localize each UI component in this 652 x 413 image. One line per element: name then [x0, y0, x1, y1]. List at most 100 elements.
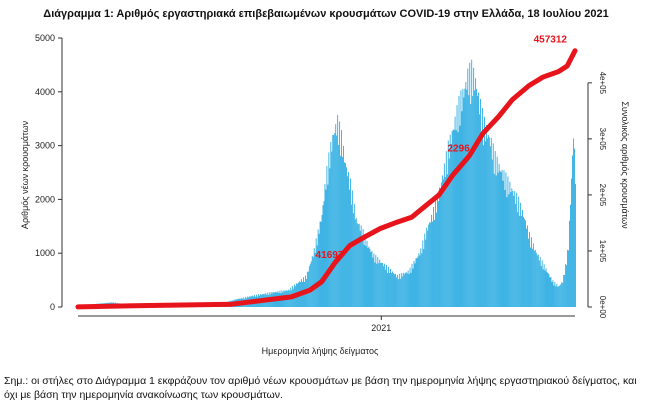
bar: [327, 184, 329, 307]
bar: [436, 212, 437, 307]
bar: [354, 219, 356, 307]
bar: [429, 222, 431, 307]
right-tick-label: 4e+05: [598, 72, 607, 95]
bar: [331, 151, 333, 307]
bar: [383, 266, 385, 307]
bar: [485, 125, 487, 307]
bar: [444, 176, 446, 307]
bar: [534, 249, 536, 307]
bar: [388, 266, 389, 307]
x-axis-label: Ημερομηνία λήψης δείγματος: [262, 346, 379, 356]
bar: [387, 273, 388, 307]
bar: [421, 253, 423, 307]
bar: [529, 231, 530, 307]
bar: [531, 248, 533, 307]
bar: [475, 78, 477, 307]
bar: [410, 272, 412, 307]
bar: [397, 279, 399, 307]
bar: [484, 141, 486, 307]
bar: [332, 135, 334, 307]
bar: [345, 163, 346, 307]
bar: [545, 268, 547, 307]
bar: [438, 201, 439, 307]
bar: [574, 148, 575, 307]
bar: [495, 175, 497, 307]
bar: [320, 221, 322, 307]
bar: [315, 238, 317, 307]
bar: [413, 260, 415, 307]
bar: [472, 96, 474, 307]
bar: [517, 212, 519, 307]
bar: [464, 88, 466, 307]
bar: [489, 146, 491, 307]
bar: [506, 197, 508, 307]
bar: [452, 129, 454, 307]
bar: [417, 256, 419, 307]
bar: [513, 195, 515, 307]
bar: [308, 266, 310, 307]
bar: [445, 151, 447, 307]
right-tick-label: 1e+05: [598, 240, 607, 263]
bar: [492, 143, 494, 307]
bar: [562, 282, 564, 307]
bar: [553, 285, 555, 307]
bar: [523, 216, 524, 307]
bar: [439, 187, 440, 307]
bar: [404, 272, 406, 307]
bar: [401, 276, 403, 307]
bar: [424, 233, 426, 307]
bar: [325, 189, 327, 307]
bar: [482, 107, 483, 307]
bar: [567, 249, 569, 307]
bar: [321, 214, 323, 307]
bar: [469, 62, 471, 308]
bar: [394, 273, 396, 307]
bar: [453, 129, 455, 307]
annotation-label: 457312: [534, 35, 568, 46]
bar: [463, 97, 465, 307]
bar: [333, 134, 335, 307]
bar: [380, 262, 382, 307]
bar: [509, 181, 511, 307]
bar: [458, 95, 460, 307]
bar: [547, 272, 549, 307]
bar: [546, 272, 548, 307]
bar: [563, 275, 565, 307]
bar: [316, 245, 318, 307]
bar: [454, 116, 456, 308]
annotations: 457312 2296 41697: [316, 35, 568, 261]
bar: [569, 220, 570, 307]
right-tick-label: 3e+05: [598, 128, 607, 151]
bar: [363, 244, 365, 307]
bar: [423, 248, 425, 307]
bar: [491, 159, 493, 307]
bar: [428, 224, 430, 307]
bar: [317, 229, 319, 307]
right-y-axis-label: Συνολικός αριθμός κρουσμάτων: [620, 101, 630, 229]
bar: [462, 88, 464, 307]
bar: [481, 132, 482, 307]
bar: [370, 252, 372, 307]
bar: [399, 278, 401, 307]
bar: [338, 145, 340, 307]
bar: [427, 230, 429, 307]
bar: [337, 115, 339, 308]
bar: [398, 273, 400, 307]
bar: [564, 274, 566, 307]
bar: [507, 176, 509, 307]
bar: [312, 257, 314, 307]
bar: [519, 215, 521, 307]
bar: [340, 155, 342, 307]
bar: [414, 263, 416, 307]
bar: [550, 277, 552, 307]
bar: [549, 277, 551, 307]
chart-title: Διάγραμμα 1: Αριθμός εργαστηριακά επιβεβ…: [43, 8, 609, 20]
bar: [510, 192, 512, 307]
bar: [379, 259, 381, 307]
bar: [437, 193, 438, 307]
bar: [344, 162, 345, 307]
bar: [422, 240, 424, 307]
bar: [341, 130, 343, 307]
bar: [381, 262, 383, 307]
bar: [372, 257, 374, 307]
